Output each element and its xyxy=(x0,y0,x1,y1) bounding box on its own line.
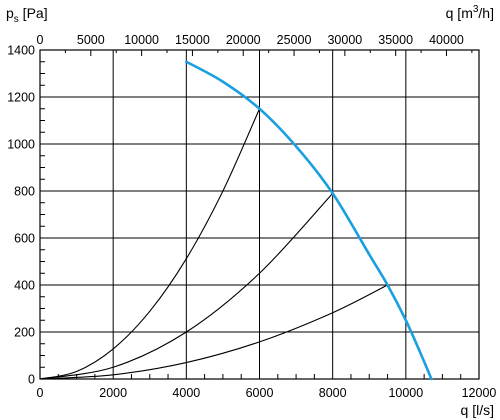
x-tick-label: 10000 xyxy=(388,386,423,400)
y-tick-label: 0 xyxy=(28,373,35,387)
system-curve-1-line xyxy=(39,108,261,380)
vertical-gridlines xyxy=(112,50,407,379)
top-tick-label: 15000 xyxy=(175,33,210,47)
y-axis-tick-labels: 0 200 400 600 800 1000 1200 1400 xyxy=(7,44,35,387)
system-curve-2-line xyxy=(39,192,334,380)
x-tick-label: 0 xyxy=(37,386,44,400)
top-tick-label: 20000 xyxy=(226,33,261,47)
y-tick-label: 600 xyxy=(14,232,35,246)
y-tick-label: 1200 xyxy=(7,91,35,105)
top-tick-label: 5000 xyxy=(77,33,105,47)
chart-curves xyxy=(39,60,433,381)
y-axis-title: ps [Pa] xyxy=(6,5,48,25)
x-tick-label: 4000 xyxy=(172,386,200,400)
top-tick-label: 35000 xyxy=(378,33,413,47)
y-tick-label: 400 xyxy=(14,279,35,293)
bottom-axis-title: q [l/s] xyxy=(461,402,494,418)
fan-curve-line xyxy=(185,60,433,381)
top-axis-tick-labels: 0 5000 10000 15000 20000 25000 30000 35000 40000 xyxy=(37,33,464,47)
top-tick-label: 30000 xyxy=(327,33,362,47)
horizontal-gridlines xyxy=(40,96,479,333)
left-minor-ticks xyxy=(40,61,45,368)
top-tick-label: 0 xyxy=(37,33,44,47)
x-tick-label: 12000 xyxy=(462,386,497,400)
x-tick-label: 8000 xyxy=(319,386,347,400)
x-tick-label: 6000 xyxy=(246,386,274,400)
top-axis-title: q [m3/h] xyxy=(446,4,494,21)
top-axis-ticks xyxy=(39,50,473,56)
x-tick-label: 2000 xyxy=(99,386,127,400)
y-tick-label: 1000 xyxy=(7,138,35,152)
top-tick-label: 40000 xyxy=(429,33,464,47)
top-tick-label: 25000 xyxy=(277,33,312,47)
top-tick-label: 10000 xyxy=(124,33,159,47)
y-tick-label: 800 xyxy=(14,185,35,199)
y-tick-label: 200 xyxy=(14,326,35,340)
y-tick-label: 1400 xyxy=(7,44,35,58)
system-curve-3-line xyxy=(39,284,389,380)
bottom-axis-tick-labels: 0 2000 4000 6000 8000 10000 12000 xyxy=(37,386,497,400)
